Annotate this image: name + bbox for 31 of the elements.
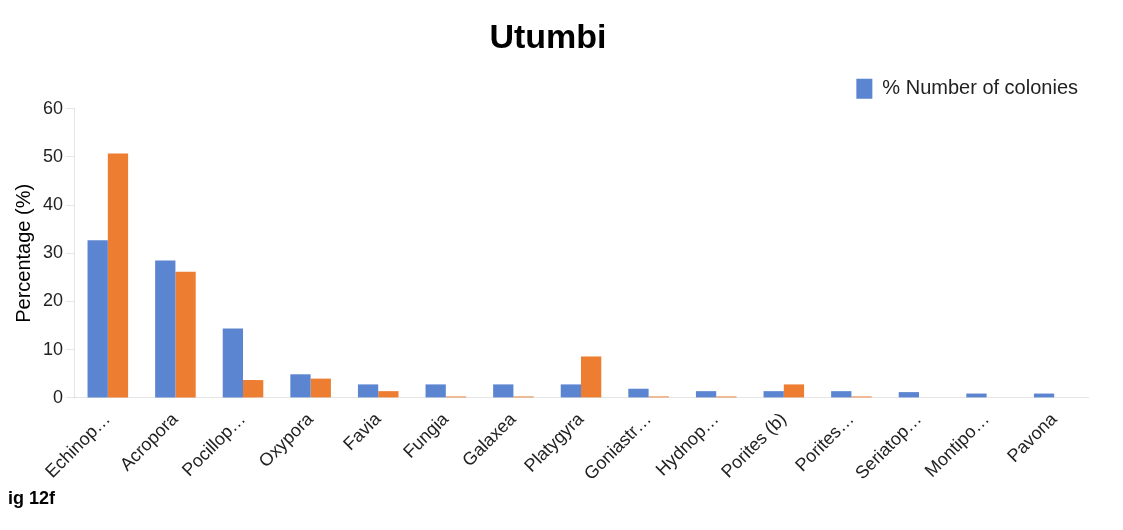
bar — [175, 271, 196, 398]
bar — [357, 384, 379, 398]
bar — [581, 356, 602, 398]
y-tick-label: 40 — [42, 194, 64, 215]
bar — [378, 391, 399, 398]
y-tick-label: 0 — [53, 386, 64, 407]
y-tick-label: 60 — [42, 97, 64, 118]
y-axis-title: Percentage (%) — [11, 183, 34, 323]
bar — [783, 384, 805, 398]
text: ig 12f — [8, 488, 56, 509]
bar — [763, 391, 784, 398]
legend-label: % Number of colonies — [882, 76, 1079, 99]
bar — [560, 384, 582, 398]
bar — [831, 391, 852, 398]
chart-title: Utumbi — [489, 16, 607, 55]
bar — [243, 380, 264, 398]
bar — [155, 260, 176, 398]
y-tick-label: 20 — [42, 290, 64, 311]
bar — [87, 240, 108, 398]
y-tick-label: 10 — [42, 338, 64, 359]
bar — [628, 388, 649, 398]
y-tick-label: 30 — [42, 242, 64, 263]
bar — [107, 153, 129, 398]
bar — [493, 384, 514, 398]
y-tick-label: 50 — [42, 145, 64, 166]
bar — [425, 384, 446, 398]
bar — [222, 328, 244, 398]
bar — [310, 378, 331, 398]
bar — [290, 374, 311, 398]
bar — [898, 392, 919, 398]
bar — [695, 391, 717, 398]
